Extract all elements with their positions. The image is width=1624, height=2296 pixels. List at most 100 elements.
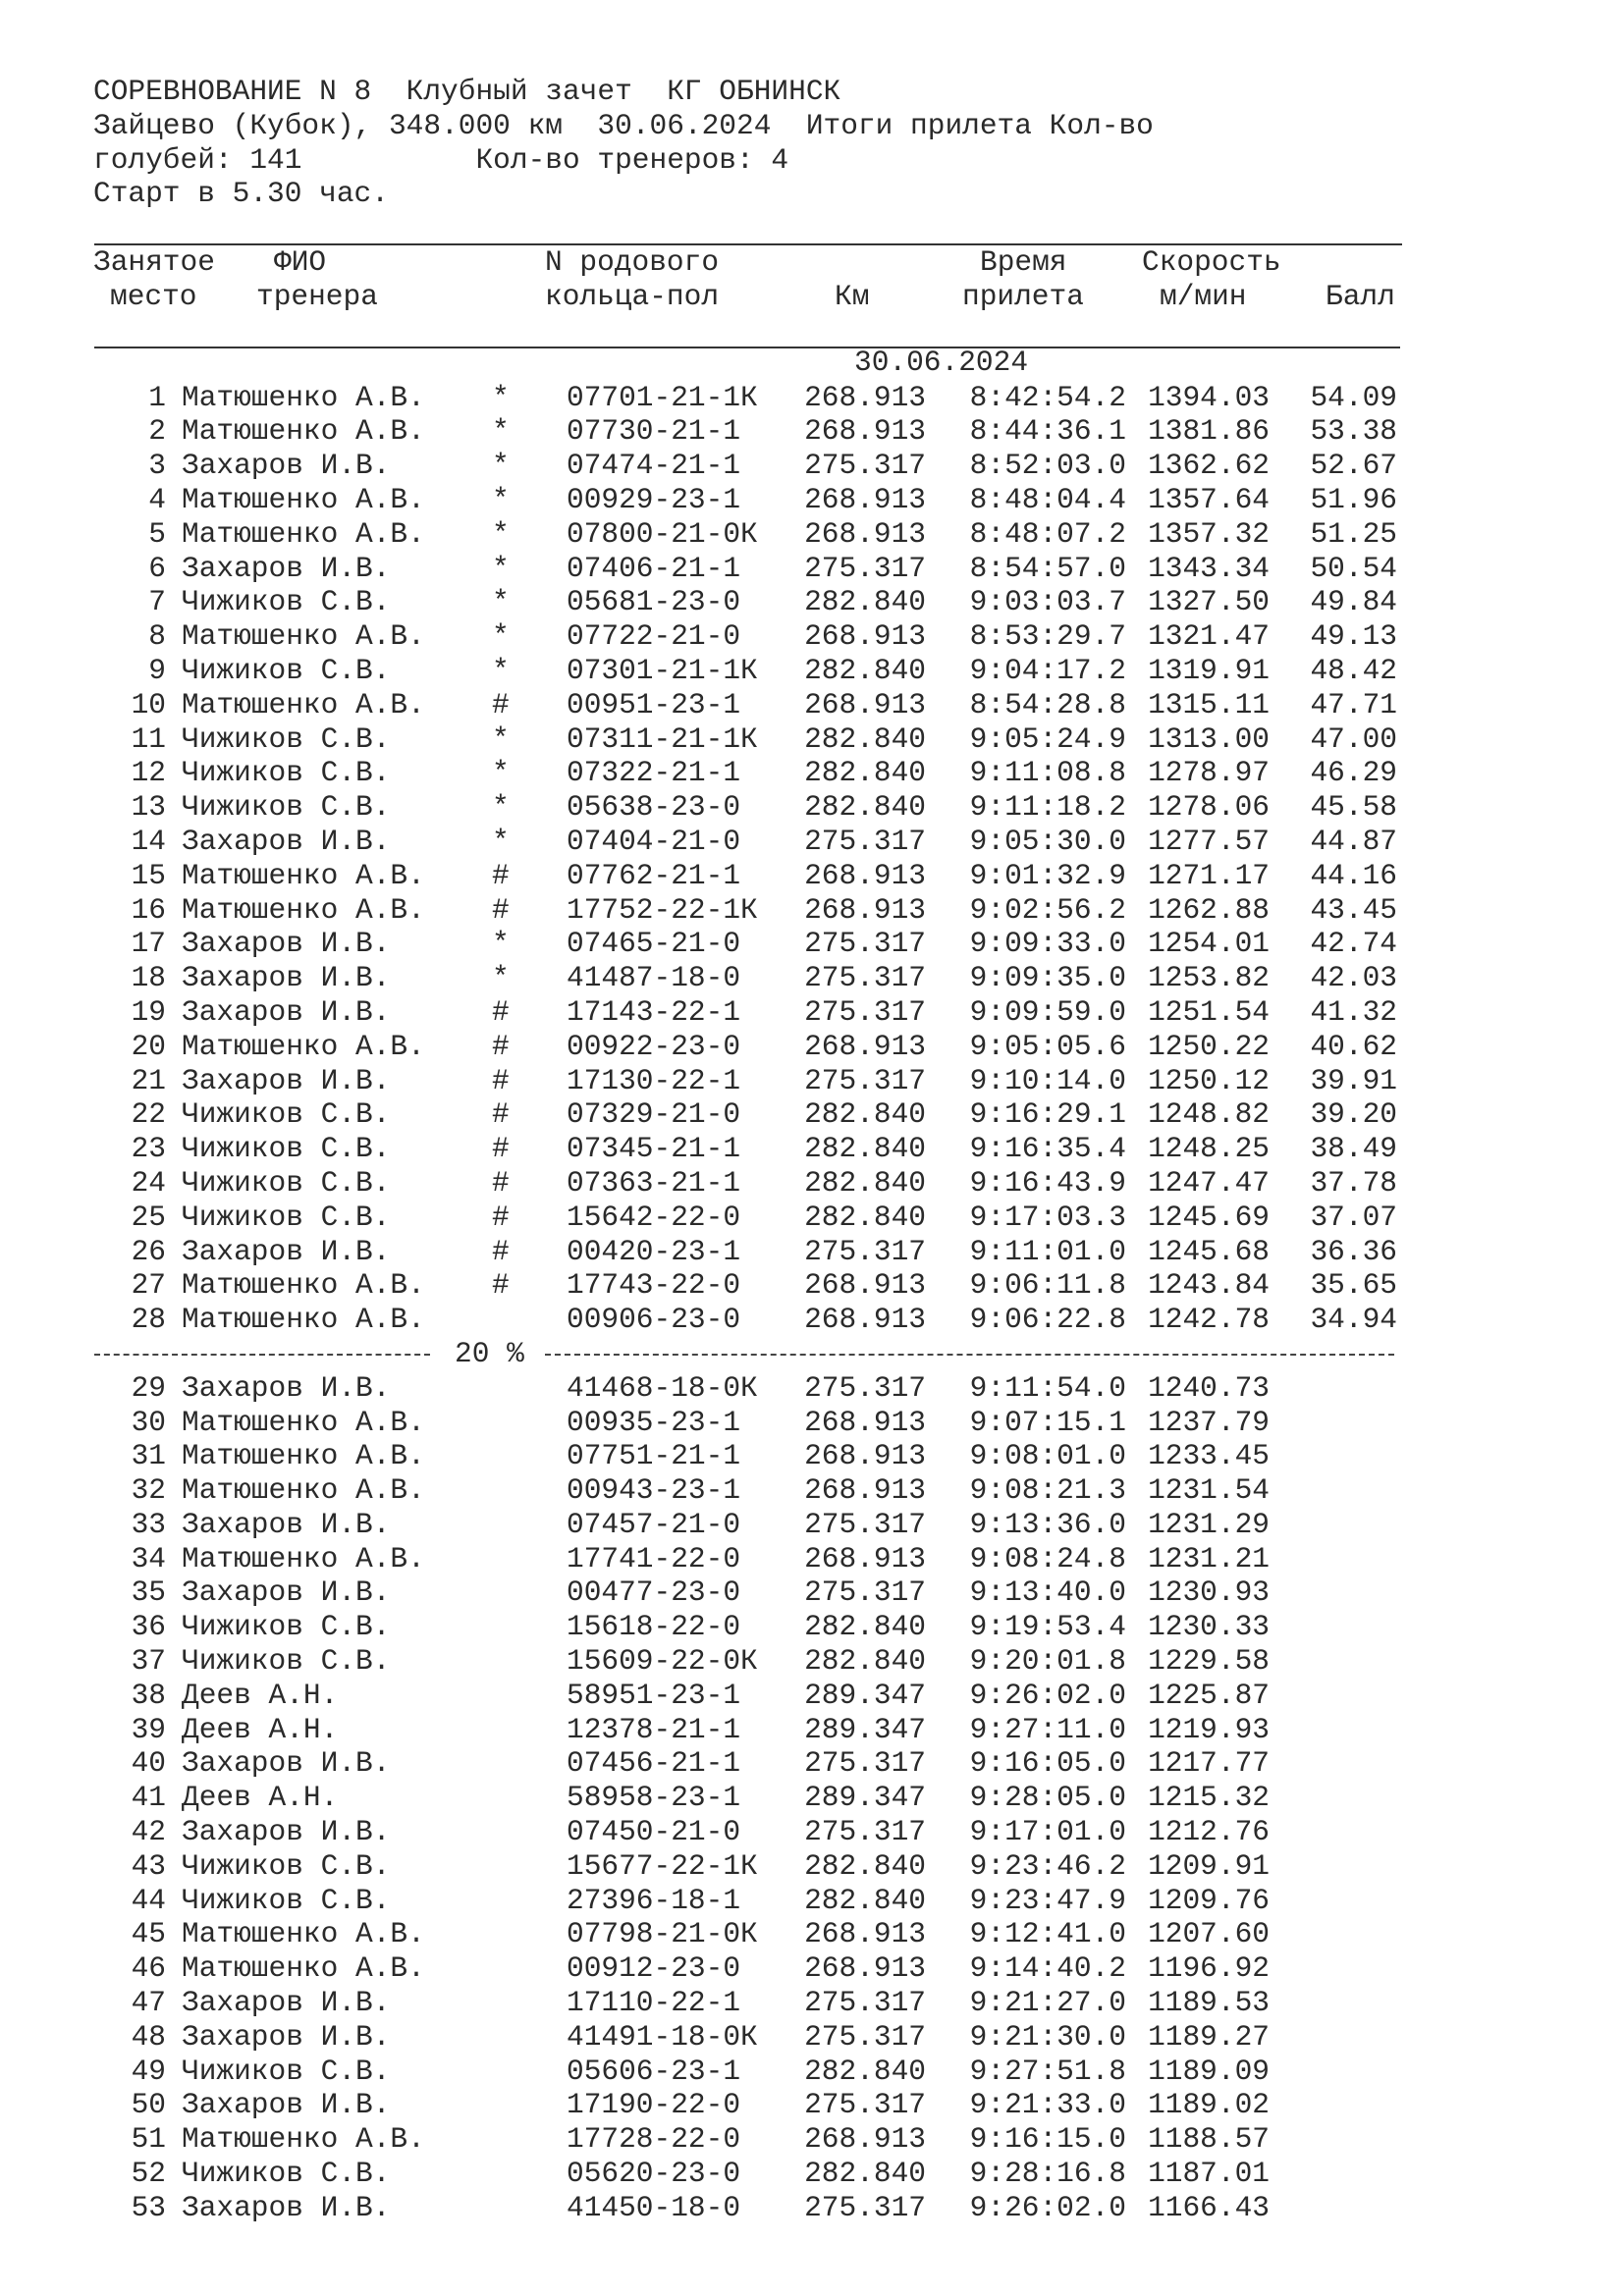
arrival-time: 9:08:24.8 (969, 1541, 1126, 1575)
mark: * (492, 619, 510, 654)
place: 5 (148, 516, 166, 551)
place: 49 (131, 2054, 166, 2088)
speed: 1381.86 (1148, 414, 1270, 449)
trainer-name: Чижиков С.В. (182, 653, 391, 687)
ring-number: 07301-21-1К (567, 653, 758, 687)
arrival-time: 9:21:33.0 (969, 2088, 1126, 2122)
arrival-time: 9:03:03.7 (969, 585, 1126, 619)
ring-number: 17110-22-1 (567, 1986, 741, 2020)
place: 51 (131, 2122, 166, 2157)
table-row: 53 Захаров И.В. 41450-18-0 275.317 9:26:02.0… (0, 2191, 1624, 2225)
trainer-name: Матюшенко А.В. (182, 619, 425, 654)
arrival-time: 9:12:41.0 (969, 1917, 1126, 1951)
arrival-time: 9:16:05.0 (969, 1746, 1126, 1781)
mark: # (492, 1234, 510, 1268)
trainer-name: Чижиков С.В. (182, 2054, 391, 2088)
table-row: 18 Захаров И.В. * 41487-18-0 275.317 9:09:35.… (0, 961, 1624, 995)
speed: 1321.47 (1148, 619, 1270, 654)
table-row: 31 Матюшенко А.В. 07751-21-1 268.913 9:08:01… (0, 1439, 1624, 1473)
table-row: 51 Матюшенко А.В. 17728-22-0 268.913 9:16:15… (0, 2122, 1624, 2157)
trainer-name: Матюшенко А.В. (182, 1473, 425, 1508)
ring-number: 41468-18-0К (567, 1370, 758, 1405)
header-rule (94, 347, 1400, 348)
arrival-time: 8:53:29.7 (969, 619, 1126, 654)
distance-km: 289.347 (804, 1781, 926, 1815)
mark: * (492, 961, 510, 995)
place: 37 (131, 1644, 166, 1679)
distance-km: 282.840 (804, 1097, 926, 1132)
trainer-name: Чижиков С.В. (182, 2157, 391, 2191)
arrival-time: 9:05:24.9 (969, 721, 1126, 756)
score: 44.87 (1310, 824, 1397, 858)
arrival-time: 9:09:59.0 (969, 994, 1126, 1029)
ring-number: 17728-22-0 (567, 2122, 741, 2157)
score: 37.07 (1310, 1200, 1397, 1234)
arrival-time: 9:23:46.2 (969, 1848, 1126, 1883)
trainer-name: Матюшенко А.В. (182, 687, 425, 721)
speed: 1243.84 (1148, 1268, 1270, 1303)
ring-number: 17741-22-0 (567, 1541, 741, 1575)
ring-number: 07456-21-1 (567, 1746, 741, 1781)
table-row: 6 Захаров И.В. * 07406-21-1 275.317 8:54:57.0… (0, 552, 1624, 586)
place: 31 (131, 1439, 166, 1473)
table-row: 24 Чижиков С.В. #07363-21-1 282.840 9:16:43.… (0, 1166, 1624, 1201)
place: 27 (131, 1268, 166, 1303)
trainer-name: Матюшенко А.В. (182, 516, 425, 551)
speed: 1394.03 (1148, 380, 1270, 414)
mark: * (492, 482, 510, 516)
table-row: 25 Чижиков С.В. #15642-22-0 282.840 9:17:03.… (0, 1201, 1624, 1235)
arrival-time: 9:27:11.0 (969, 1712, 1126, 1746)
place: 32 (131, 1473, 166, 1508)
speed: 1277.57 (1148, 824, 1270, 858)
speed: 1357.32 (1148, 516, 1270, 551)
speed: 1189.27 (1148, 2019, 1270, 2054)
score: 44.16 (1310, 858, 1397, 892)
arrival-time: 9:06:22.8 (969, 1303, 1126, 1337)
place: 18 (131, 961, 166, 995)
arrival-time: 9:26:02.0 (969, 1678, 1126, 1712)
table-row: 3 Захаров И.В. * 07474-21-1 275.317 8:52:03.0… (0, 449, 1624, 483)
trainer-name: Чижиков С.В. (182, 585, 391, 619)
trainer-name: Захаров И.В. (182, 824, 391, 858)
arrival-time: 9:05:05.6 (969, 1029, 1126, 1063)
speed: 1313.00 (1148, 721, 1270, 756)
table-row: 26 Захаров И.В. #00420-23-1 275.317 9:11:01.… (0, 1235, 1624, 1269)
distance-km: 282.840 (804, 2157, 926, 2191)
table-row: 34 Матюшенко А.В. 17741-22-0 268.913 9:08:24… (0, 1542, 1624, 1576)
arrival-time: 9:01:32.9 (969, 858, 1126, 892)
col-speed-1: Скорость (1142, 245, 1281, 279)
trainer-name: Захаров И.В. (182, 2088, 391, 2122)
place: 25 (131, 1200, 166, 1234)
score: 42.74 (1310, 927, 1397, 961)
distance-km: 275.317 (804, 1986, 926, 2020)
distance-km: 268.913 (804, 1029, 926, 1063)
table-row: 8 Матюшенко А.В. * 07722-21-0 268.913 8:53:29… (0, 619, 1624, 654)
speed: 1229.58 (1148, 1644, 1270, 1679)
arrival-time: 9:17:03.3 (969, 1200, 1126, 1234)
arrival-time: 9:21:27.0 (969, 1986, 1126, 2020)
ring-number: 41450-18-0 (567, 2190, 741, 2224)
trainer-name: Захаров И.В. (182, 1063, 391, 1097)
trainer-name: Матюшенко А.В. (182, 892, 425, 927)
distance-km: 268.913 (804, 619, 926, 654)
distance-km: 282.840 (804, 1610, 926, 1644)
distance-km: 275.317 (804, 2088, 926, 2122)
place: 30 (131, 1405, 166, 1439)
arrival-time: 9:13:40.0 (969, 1575, 1126, 1610)
arrival-time: 9:09:33.0 (969, 927, 1126, 961)
distance-km: 275.317 (804, 1063, 926, 1097)
trainer-name: Захаров И.В. (182, 1986, 391, 2020)
ring-number: 17743-22-0 (567, 1268, 741, 1303)
trainer-name: Матюшенко А.В. (182, 1951, 425, 1986)
place: 9 (148, 653, 166, 687)
col-score: Балл (1326, 280, 1395, 313)
score: 40.62 (1310, 1029, 1397, 1063)
trainer-name: Захаров И.В. (182, 994, 391, 1029)
col-speed-2: м/мин (1160, 280, 1247, 313)
table-row: 44 Чижиков С.В. 27396-18-1 282.840 9:23:47.9… (0, 1884, 1624, 1918)
ring-number: 00477-23-0 (567, 1575, 741, 1610)
col-ring-1: N родового (545, 245, 720, 279)
table-row: 39 Деев А.Н. 12378-21-1 289.347 9:27:11.0 121… (0, 1713, 1624, 1747)
trainer-name: Матюшенко А.В. (182, 2122, 425, 2157)
score: 46.29 (1310, 756, 1397, 790)
